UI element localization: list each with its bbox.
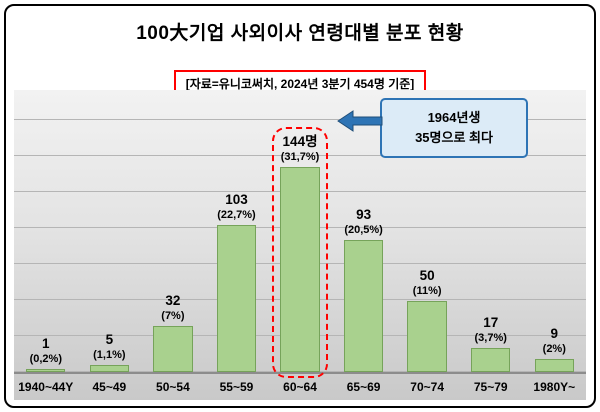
x-axis-label: 70~74 (410, 380, 444, 394)
bar (534, 359, 574, 372)
bar-column: 32 (7%) (141, 293, 205, 372)
bar-stack: 93 (20,5%) (332, 207, 396, 372)
bar-value-label: 5 (105, 331, 114, 347)
bar-value-label: 9 (550, 325, 559, 341)
bar-stack: 32 (7%) (141, 293, 205, 372)
bar-percent-label: (7%) (161, 309, 185, 322)
x-axis-label: 75~79 (473, 380, 508, 394)
bar (280, 167, 320, 372)
bar (89, 365, 130, 372)
bar-stack: 1 (0,2%) (14, 336, 78, 372)
chart-frame: 100大기업 사외이사 연령대별 분포 현황 [자료=유니코써치, 2024년 … (4, 4, 596, 408)
chart-title: 100大기업 사외이사 연령대별 분포 현황 (136, 23, 464, 44)
bar-value-label: 1 (42, 335, 50, 351)
bar-stack: 144명 (31,7%) (268, 126, 332, 378)
bar-column: 144명 (31,7%) (268, 126, 332, 378)
bar-percent-label: (31,7%) (280, 150, 320, 163)
x-axis: 1940~44Y 45~49 50~54 55~59 60~64 65~69 70~74 75… (14, 374, 586, 400)
plot-area: 1 (0,2%) 5 (1,1%) 32 (7%) 103 (22,7%) 144명 (31,7%… (14, 90, 587, 378)
bar-column: 17 (3,7%) (459, 315, 523, 372)
x-axis-label: 1940~44Y (18, 380, 74, 394)
bar-value-label: 17 (483, 314, 499, 330)
bar-value-label: 93 (356, 206, 372, 222)
bars: 1 (0,2%) 5 (1,1%) 32 (7%) 103 (22,7%) 144명 (31,7%… (14, 90, 587, 378)
bar-percent-label: (20,5%) (344, 223, 383, 236)
bar (343, 240, 384, 372)
annotation-line-1: 1964년생 (427, 110, 481, 125)
bar-stack: 50 (11%) (395, 268, 459, 372)
bar-percent-label: (11%) (412, 284, 442, 297)
bar-percent-label: (22,7%) (217, 208, 256, 221)
bar-percent-label: (2%) (542, 342, 566, 355)
x-axis-label: 55~59 (219, 380, 254, 394)
callout-arrow-icon (337, 110, 383, 132)
bar-stack: 5 (1,1%) (78, 332, 142, 372)
chart-header: 100大기업 사외이사 연령대별 분포 현황 [자료=유니코써치, 2024년 … (6, 6, 594, 97)
bar-column: 103 (22,7%) (205, 192, 269, 372)
bar (216, 225, 257, 372)
bar-column: 50 (11%) (395, 268, 459, 372)
x-axis-label: 1980Y~ (533, 380, 576, 394)
bar-column: 1 (0,2%) (14, 336, 78, 372)
bar-stack: 103 (22,7%) (205, 192, 269, 372)
x-axis-label: 50~54 (156, 380, 190, 394)
bar (153, 326, 193, 372)
bar-column: 5 (1,1%) (78, 332, 142, 372)
annotation-callout: 1964년생 35명으로 최다 (380, 98, 528, 159)
x-axis-label: 65~69 (346, 380, 381, 394)
bar-value-label: 103 (225, 191, 248, 207)
x-axis-label: 60~64 (283, 380, 317, 394)
bar-percent-label: (3,7%) (474, 331, 507, 344)
chart-area: 1 (0,2%) 5 (1,1%) 32 (7%) 103 (22,7%) 144명 (31,7%… (14, 90, 586, 400)
bar-stack: 17 (3,7%) (459, 315, 523, 372)
bar-percent-label: (0,2%) (29, 352, 62, 365)
bar-value-label: 50 (419, 267, 435, 283)
bar (26, 369, 66, 372)
bar-value-label: 144명 (282, 133, 318, 149)
bar-value-label: 32 (165, 292, 181, 308)
bar-stack: 9 (2%) (523, 326, 587, 372)
x-axis-label: 45~49 (92, 380, 127, 394)
bar-column: 93 (20,5%) (332, 207, 396, 372)
annotation-line-2: 35명으로 최다 (415, 130, 493, 146)
bar-column: 9 (2%) (523, 326, 587, 372)
bar (471, 348, 511, 372)
bar (407, 301, 447, 372)
bar-percent-label: (1,1%) (93, 348, 126, 361)
